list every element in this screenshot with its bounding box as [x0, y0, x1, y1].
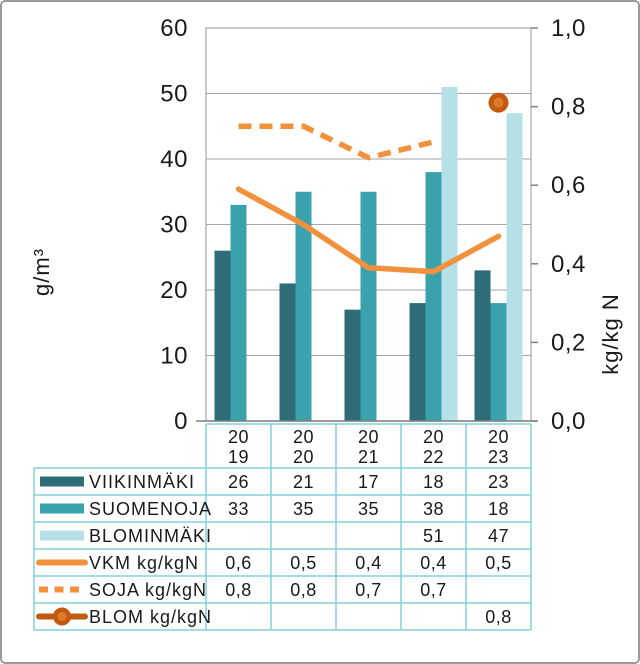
legend-label-soja-kg-kgn: SOJA kg/kgN: [89, 580, 207, 600]
left-axis-tick-label: 20: [160, 277, 188, 304]
table-cell-soja-kg-kgn-2021: 0,7: [355, 580, 382, 600]
legend-label-vkm-kg-kgn: VKM kg/kgN: [89, 553, 199, 573]
table-cell-viikinm-ki-2020: 21: [293, 472, 314, 492]
table-cell-soja-kg-kgn-2022: 0,7: [420, 580, 447, 600]
left-axis-tick-label: 10: [160, 343, 188, 370]
table-cell-viikinm-ki-2019: 26: [228, 472, 249, 492]
table-cell-suomenoja-2019: 33: [228, 499, 249, 519]
year-label: 20: [423, 427, 444, 447]
table-cell-vkm-kg-kgn-2019: 0,6: [225, 553, 252, 573]
line-soja-kg-kgn: [238, 123, 435, 161]
table-cell-soja-kg-kgn-2019: 0,8: [225, 580, 252, 600]
year-label: 20: [293, 447, 314, 467]
legend-label-blominm-ki: BLOMINMÄKI: [89, 526, 212, 546]
bar-blominm-ki-2022: [441, 86, 458, 421]
table-cell-vkm-kg-kgn-2023: 0,5: [485, 553, 512, 573]
right-axis-title: kg/kg N: [598, 293, 623, 375]
right-axis-tick-label: 1,0: [551, 15, 586, 42]
right-axis-tick-label: 0,0: [551, 408, 586, 435]
table-cell-soja-kg-kgn-2020: 0,8: [290, 580, 317, 600]
left-axis-tick-label: 50: [160, 81, 188, 108]
table-cell-vkm-kg-kgn-2020: 0,5: [290, 553, 317, 573]
left-axis-tick-label: 30: [160, 212, 188, 239]
bar-suomenoja-2021: [360, 191, 377, 421]
bar-viikinm-ki-2022: [409, 303, 426, 421]
year-label: 23: [488, 447, 509, 467]
bar-suomenoja-2019: [230, 204, 247, 421]
left-axis-title: g/m³: [29, 248, 54, 296]
legend-swatch-suomenoja: [40, 503, 84, 514]
year-label: 19: [228, 447, 249, 467]
year-label: 22: [423, 447, 444, 467]
legend-label-blom-kg-kgn: BLOM kg/kgN: [89, 607, 212, 627]
bar-viikinm-ki-2023: [474, 270, 491, 421]
table-cell-suomenoja-2023: 18: [488, 499, 509, 519]
bar-blominm-ki-2023: [506, 113, 523, 422]
year-label: 20: [358, 427, 379, 447]
legend-label-viikinm-ki: VIIKINMÄKI: [89, 472, 195, 492]
table-cell-suomenoja-2021: 35: [358, 499, 379, 519]
right-axis-tick-label: 0,6: [551, 172, 586, 199]
blom-marker-center: [493, 97, 504, 108]
table-cell-viikinm-ki-2023: 23: [488, 472, 509, 492]
year-label: 20: [293, 427, 314, 447]
table-cell-suomenoja-2020: 35: [293, 499, 314, 519]
bar-suomenoja-2020: [295, 191, 312, 421]
table-cell-viikinm-ki-2021: 17: [358, 472, 379, 492]
bar-suomenoja-2023: [490, 303, 507, 421]
table-cell-viikinm-ki-2022: 18: [423, 472, 444, 492]
table-cell-blominm-ki-2023: 47: [488, 526, 509, 546]
table-cell-vkm-kg-kgn-2021: 0,4: [355, 553, 382, 573]
left-axis-tick-label: 60: [160, 15, 188, 42]
year-label: 20: [228, 427, 249, 447]
right-axis-tick-label: 0,4: [551, 251, 586, 278]
table-cell-blom-kg-kgn-2023: 0,8: [485, 607, 512, 627]
bar-viikinm-ki-2019: [214, 250, 231, 421]
right-axis-tick-label: 0,8: [551, 94, 586, 121]
legend-swatch-viikinm-ki: [40, 476, 84, 487]
right-axis-tick-label: 0,2: [551, 329, 586, 356]
left-axis-tick-label: 0: [174, 408, 188, 435]
year-label: 21: [358, 447, 379, 467]
bar-viikinm-ki-2020: [279, 283, 296, 421]
legend-swatch-blominm-ki: [40, 530, 84, 541]
table-cell-vkm-kg-kgn-2022: 0,4: [420, 553, 447, 573]
legend-label-suomenoja: SUOMENOJA: [89, 499, 212, 519]
table-cell-suomenoja-2022: 38: [423, 499, 444, 519]
left-axis-tick-label: 40: [160, 146, 188, 173]
bar-suomenoja-2022: [425, 172, 442, 421]
year-label: 20: [488, 427, 509, 447]
table-cell-blominm-ki-2022: 51: [423, 526, 444, 546]
bar-viikinm-ki-2021: [344, 309, 361, 421]
legend-marker-center: [57, 612, 67, 621]
line-vkm-kg-kgn: [235, 186, 502, 275]
